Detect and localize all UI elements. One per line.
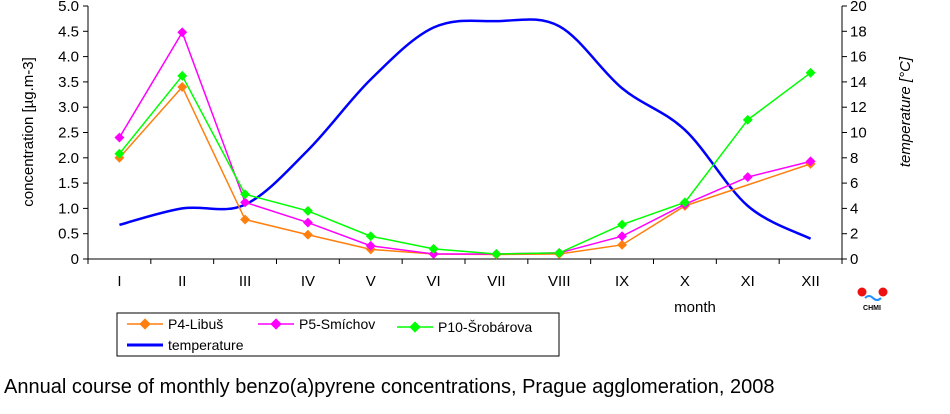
y2-tick-label: 12 [850, 99, 867, 116]
data-point-series-1 [114, 132, 125, 143]
y2-tick-label: 20 [850, 0, 867, 15]
x-tick-label: II [178, 273, 186, 290]
series-line-2 [118, 72, 812, 255]
logo-wave-icon [864, 295, 882, 301]
logo-dot-right [878, 287, 888, 297]
y-axis-title: concentration [µg.m-3] [20, 57, 37, 207]
legend-label-p4: P4-Libuš [168, 316, 223, 332]
x-tick-label: VIII [548, 273, 571, 290]
data-point-series-2 [428, 243, 439, 254]
data-point-series-0 [302, 229, 313, 240]
y-tick-label: 3.0 [58, 99, 79, 116]
data-point-series-2 [177, 70, 188, 81]
legend-item-p10: P10-Šrobárova [397, 319, 532, 335]
x-tick-label: XI [741, 273, 755, 290]
legend-item-p5: P5-Smíchov [258, 316, 375, 332]
x-tick-label: XII [801, 273, 819, 290]
y-tick-label: 1.0 [58, 200, 79, 217]
y2-tick-label: 14 [850, 74, 867, 91]
y2-tick-label: 18 [850, 23, 867, 40]
y2-tick-label: 6 [850, 175, 858, 192]
data-point-series-1 [177, 27, 188, 38]
y-axis-ticks: 0 0.5 1.0 1.5 2.0 2.5 3.0 3.5 4.0 4.5 5.0 [58, 0, 88, 268]
logo-dot-left [857, 287, 867, 297]
x-tick-label: IX [615, 273, 629, 290]
y-tick-label: 2.0 [58, 150, 79, 167]
x-tick-label: III [239, 273, 252, 290]
legend: P4-Libuš P5-Smíchov P10-Šrobárova temper… [116, 312, 560, 357]
legend-item-p4: P4-Libuš [127, 316, 223, 332]
data-point-series-1 [617, 231, 628, 242]
y2-axis-title: temperature [°C] [897, 56, 914, 167]
legend-box [116, 312, 560, 357]
y-tick-label: 0 [71, 251, 79, 268]
data-point-series-2 [617, 219, 628, 230]
y2-tick-label: 0 [850, 251, 858, 268]
x-axis-title: month [674, 299, 716, 316]
data-point-series-1 [742, 172, 753, 182]
y-tick-label: 0.5 [58, 226, 79, 243]
data-point-series-1 [365, 240, 376, 251]
data-point-series-1 [428, 248, 439, 259]
x-tick-label: V [366, 273, 376, 290]
data-point-series-2 [805, 67, 816, 78]
data-point-series-2 [742, 114, 753, 125]
data-point-series-0 [617, 239, 628, 250]
legend-label-temperature: temperature [168, 337, 244, 353]
y-tick-label: 5.0 [58, 0, 79, 15]
chmi-logo: CHMI [857, 287, 888, 312]
data-point-series-2 [679, 197, 690, 208]
y2-tick-label: 16 [850, 49, 867, 66]
y2-tick-label: 10 [850, 125, 867, 142]
data-point-series-0 [240, 214, 251, 225]
y2-tick-label: 8 [850, 150, 858, 167]
series-line-1 [118, 30, 811, 255]
x-tick-label: IV [301, 273, 315, 290]
data-point-series-2 [302, 205, 313, 216]
x-tick-label: I [117, 273, 121, 290]
data-point-series-2 [365, 231, 376, 242]
data-point-series-2 [554, 247, 565, 258]
data-point-series-1 [302, 217, 313, 228]
series-line-3 [119, 18, 812, 240]
y-tick-label: 3.5 [58, 74, 79, 91]
x-tick-label: VII [487, 273, 505, 290]
x-tick-label: X [680, 273, 690, 290]
series-layer [114, 18, 816, 260]
logo-text: CHMI [863, 305, 881, 312]
data-point-series-1 [240, 197, 251, 208]
chart: 0 0.5 1.0 1.5 2.0 2.5 3.0 3.5 4.0 4.5 5.0 0 2 4 6 8 10 1… [20, 0, 914, 357]
y2-axis-ticks: 0 2 4 6 8 10 12 14 16 18 20 [842, 0, 867, 268]
y2-tick-label: 2 [850, 226, 858, 243]
chart-caption: Annual course of monthly benzo(a)pyrene … [4, 376, 775, 398]
y-tick-label: 1.5 [58, 175, 79, 192]
data-point-series-2 [114, 148, 125, 159]
data-point-series-2 [491, 248, 502, 259]
plot-frame [87, 6, 843, 260]
data-point-series-1 [805, 156, 816, 167]
y2-tick-label: 4 [850, 200, 858, 217]
legend-item-temperature: temperature [127, 337, 244, 353]
legend-label-p10: P10-Šrobárova [438, 319, 532, 335]
y-tick-label: 2.5 [58, 125, 79, 142]
series-line-0 [118, 85, 811, 256]
x-tick-label: VI [426, 273, 440, 290]
legend-label-p5: P5-Smíchov [299, 316, 375, 332]
data-point-series-0 [177, 82, 188, 92]
x-axis-ticks: I II III IV V VI VII VIII IX X XI XII [87, 259, 843, 290]
y-tick-label: 4.0 [58, 49, 79, 66]
data-point-series-2 [240, 189, 251, 200]
y-tick-label: 4.5 [58, 23, 79, 40]
